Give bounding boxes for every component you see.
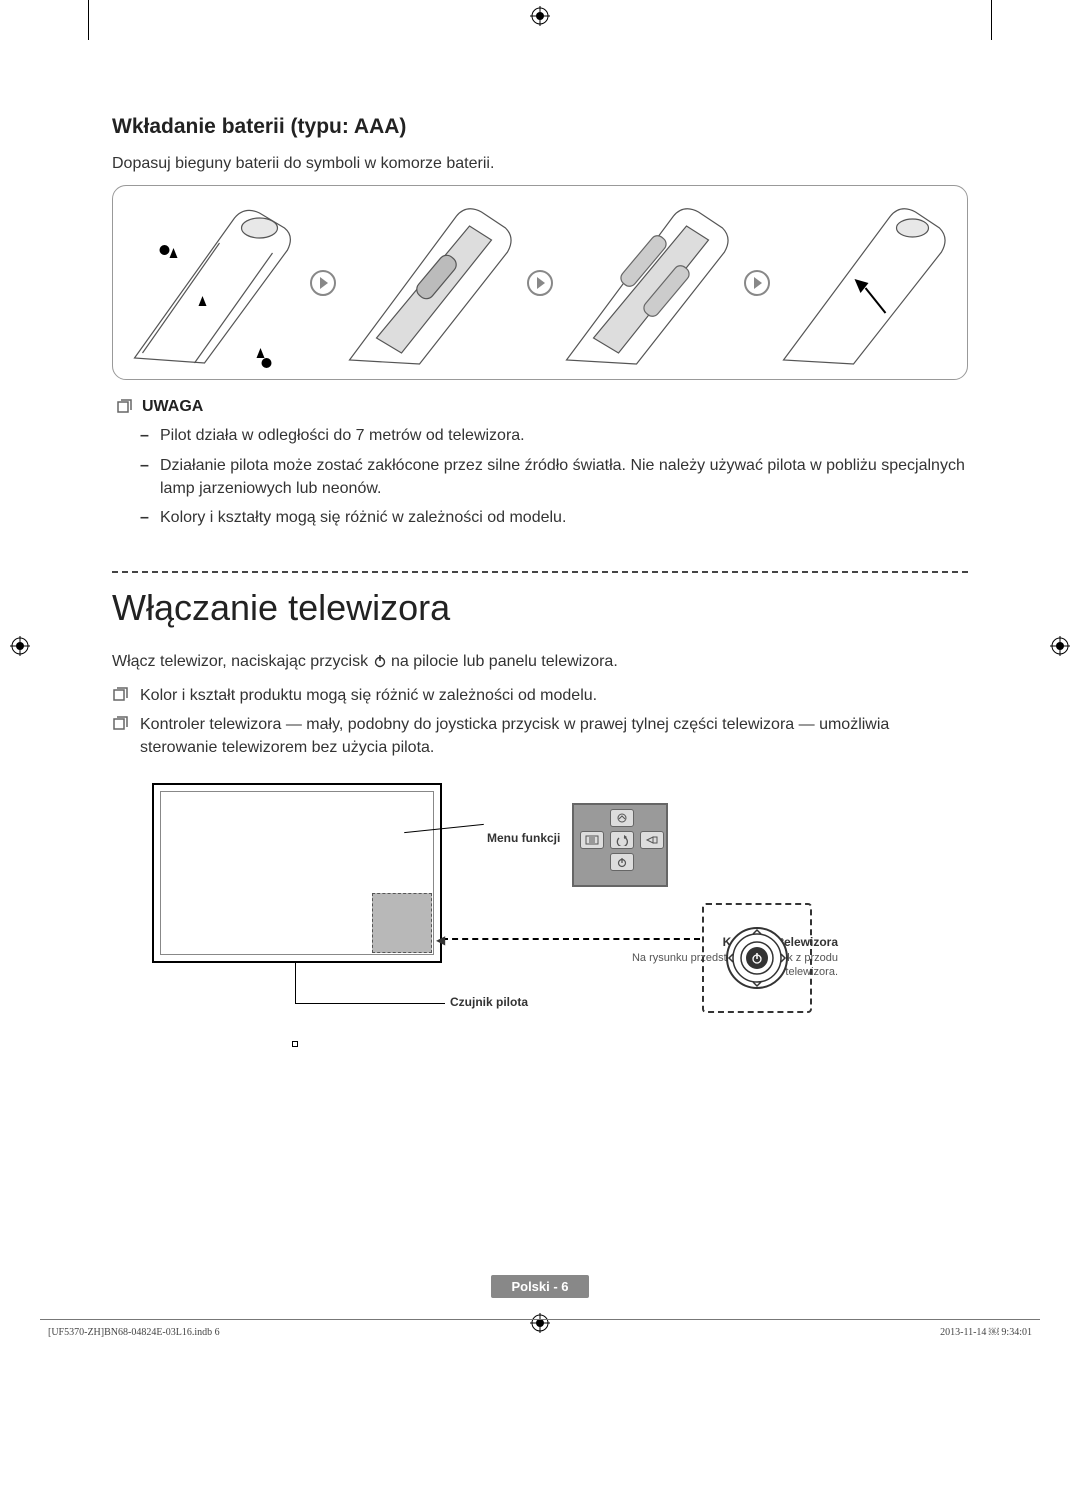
remote-step-3 (553, 198, 744, 368)
note-block: UWAGA Pilot działa w odległości do 7 met… (112, 398, 968, 529)
registration-mark-bottom (530, 1313, 550, 1338)
bullet-line: Kontroler telewizora — mały, podobny do … (112, 713, 968, 759)
menu-label: Menu funkcji (487, 831, 560, 845)
menu-left-icon (580, 831, 604, 849)
power-intro: Włącz telewizor, naciskając przycisk na … (112, 651, 968, 673)
note-list: Pilot działa w odległości do 7 metrów od… (116, 424, 968, 529)
menu-right-icon (640, 831, 664, 849)
menu-power-icon (610, 853, 634, 871)
bullet-line: Kolor i kształt produktu mogą się różnić… (112, 684, 968, 707)
remote-step-1 (119, 198, 310, 368)
note-icon (112, 715, 130, 733)
note-icon (112, 686, 130, 704)
note-item: Kolory i kształty mogą się różnić w zale… (160, 506, 968, 529)
battery-section-title: Wkładanie baterii (typu: AAA) (112, 115, 968, 139)
crop-mark (991, 0, 992, 40)
tv-outline (152, 783, 442, 963)
footer-timestamp: 2013-11-14 ￼ 9:34:01 (940, 1327, 1032, 1338)
power-intro-after: na pilocie lub panelu telewizora. (387, 653, 618, 670)
bullet-text: Kontroler telewizora — mały, podobny do … (140, 713, 968, 759)
crop-mark (88, 0, 89, 40)
note-icon (116, 398, 134, 416)
tv-controller-region (372, 893, 432, 953)
tv-figure: Czujnik pilota Menu funkcji (152, 783, 968, 1043)
section-divider (112, 571, 968, 573)
step-arrow-icon (527, 270, 553, 296)
menu-up-icon (610, 809, 634, 827)
remote-sensor-dot (292, 1041, 298, 1047)
footer-rule (40, 1319, 1040, 1320)
bullet-text: Kolor i kształt produktu mogą się różnić… (140, 684, 968, 707)
page-footer: Polski - 6 (0, 1275, 1080, 1298)
power-intro-before: Włącz telewizor, naciskając przycisk (112, 653, 373, 670)
battery-intro: Dopasuj bieguny baterii do symboli w kom… (112, 153, 968, 175)
power-icon (373, 654, 387, 668)
registration-mark-left (10, 636, 30, 661)
controller-box (702, 903, 812, 1013)
remote-step-4 (770, 198, 961, 368)
sensor-label: Czujnik pilota (450, 995, 528, 1009)
power-section-title: Włączanie telewizora (112, 587, 968, 629)
arrow-left-icon: ◀ (436, 933, 445, 947)
function-menu-box (572, 803, 668, 887)
page-number-badge: Polski - 6 (491, 1275, 588, 1298)
page-content: Wkładanie baterii (typu: AAA) Dopasuj bi… (112, 115, 968, 1043)
menu-center-icon (610, 831, 634, 849)
registration-mark-top (530, 6, 550, 31)
note-title: UWAGA (142, 398, 203, 416)
lead-line (295, 1003, 445, 1004)
note-item: Pilot działa w odległości do 7 metrów od… (160, 424, 968, 447)
lead-line (295, 963, 296, 1003)
registration-mark-right (1050, 636, 1070, 661)
controller-knob-icon (725, 926, 789, 990)
note-item: Działanie pilota może zostać zakłócone p… (160, 454, 968, 500)
footer-filename: [UF5370-ZH]BN68-04824E-03L16.indb 6 (48, 1327, 220, 1338)
remote-step-2 (336, 198, 527, 368)
battery-illustration-box (112, 185, 968, 380)
step-arrow-icon (744, 270, 770, 296)
step-arrow-icon (310, 270, 336, 296)
